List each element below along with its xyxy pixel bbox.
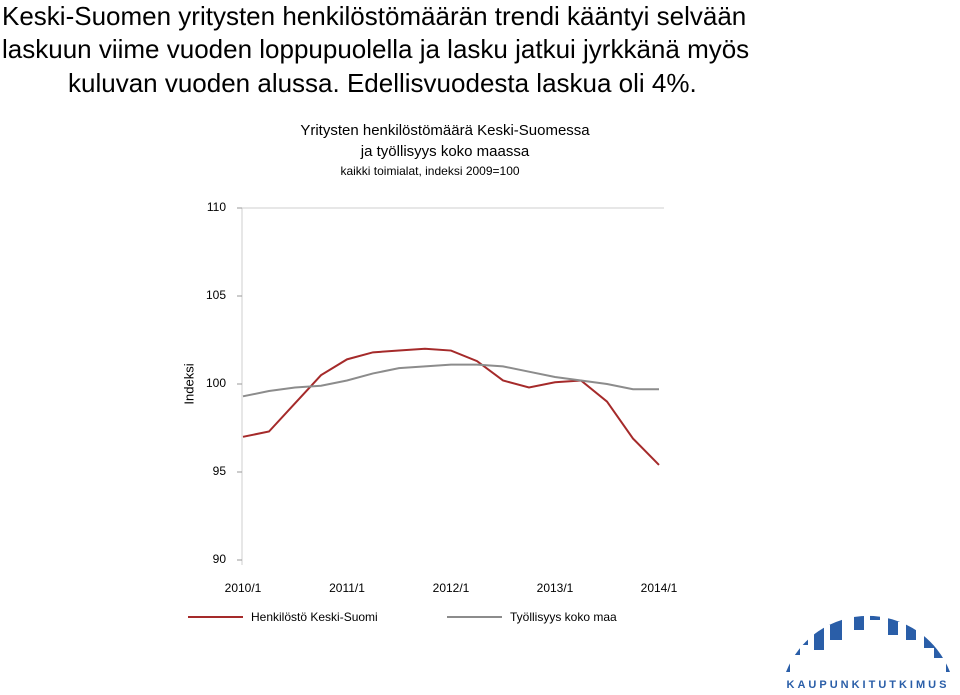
y-tick-label: 100 [206, 376, 226, 390]
x-tick-label: 2011/1 [329, 581, 365, 595]
series-line [242, 347, 660, 466]
chart-subtitle: kaikki toimialat, indeksi 2009=100 [340, 164, 519, 178]
y-tick-label: 95 [213, 464, 227, 478]
y-tick-label: 90 [213, 552, 227, 566]
legend-label: Henkilöstö Keski-Suomi [251, 610, 378, 624]
headline: kuluvan vuoden alussa. Edellisvuodesta l… [68, 68, 697, 98]
x-tick-label: 2014/1 [641, 581, 678, 595]
y-axis-label: Indeksi [181, 363, 196, 404]
legend-label: Työllisyys koko maa [510, 610, 617, 624]
headline: Keski-Suomen yritysten henkilöstömäärän … [2, 1, 746, 31]
y-tick-label: 105 [206, 288, 226, 302]
chart-title: Yritysten henkilöstömäärä Keski-Suomessa [300, 122, 590, 139]
series-line [242, 363, 659, 398]
headline: laskuun viime vuoden loppupuolella ja la… [2, 34, 749, 64]
y-tick-label: 110 [207, 200, 226, 214]
x-tick-label: 2012/1 [433, 581, 470, 595]
logo-skyline [790, 600, 946, 672]
chart-title: ja työllisyys koko maassa [360, 143, 530, 160]
x-tick-label: 2010/1 [225, 581, 262, 595]
logo: KAUPUNKITUTKIMUS [786, 600, 950, 691]
logo-text: KAUPUNKITUTKIMUS [787, 679, 950, 691]
x-tick-label: 2013/1 [537, 581, 574, 595]
